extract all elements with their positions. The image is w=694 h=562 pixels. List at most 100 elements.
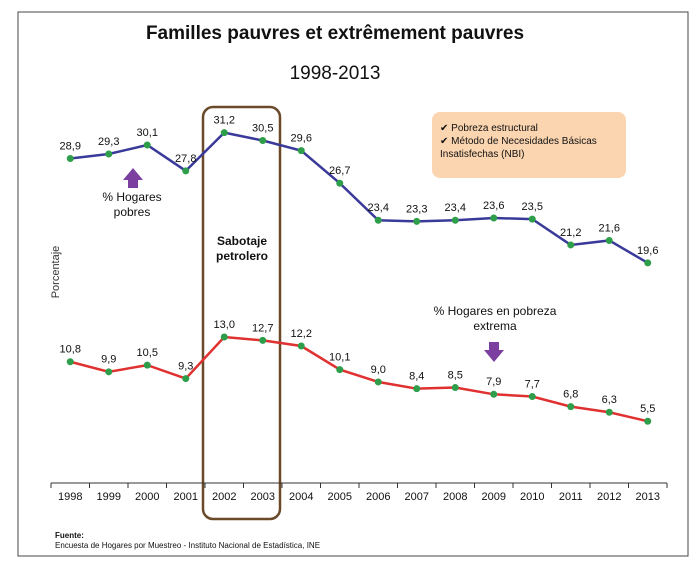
frame — [17, 11, 689, 557]
annotation: Sabotaje petrolero — [215, 234, 268, 263]
marker — [605, 408, 613, 416]
notes-box — [432, 112, 626, 178]
x-tick-label: 2013 — [636, 491, 660, 503]
marker — [66, 358, 74, 366]
data-label: 10,5 — [137, 347, 158, 359]
data-label: 27,8 — [175, 153, 196, 165]
data-label: 23,3 — [406, 203, 427, 215]
source-title: Fuente: — [55, 531, 84, 540]
y-axis-label: Porcentaje — [50, 246, 62, 299]
marker — [528, 393, 536, 401]
series-line — [70, 131, 649, 264]
marker — [143, 361, 151, 369]
marker — [105, 368, 113, 376]
x-tick-label: 2010 — [520, 491, 544, 503]
data-label: 9,9 — [101, 354, 116, 366]
data-label: 9,3 — [178, 360, 193, 372]
data-label: 30,1 — [137, 127, 158, 139]
x-tick-label: 2004 — [289, 491, 313, 503]
marker — [490, 214, 498, 222]
data-label: 10,1 — [329, 351, 350, 363]
data-label: 21,6 — [599, 222, 620, 234]
data-label: 5,5 — [640, 403, 655, 415]
data-label: 8,4 — [409, 371, 424, 383]
marker — [297, 342, 305, 350]
data-label: 30,5 — [252, 122, 273, 134]
marker — [413, 217, 421, 225]
data-label: 29,3 — [98, 136, 119, 148]
chart-subtitle: 1998-2013 — [290, 63, 381, 84]
x-tick-label: 2007 — [405, 491, 429, 503]
note-text: Método de Necesidades Básicas Insatisfec… — [440, 136, 597, 160]
data-label: 7,7 — [525, 378, 540, 390]
notes: ✔ Pobreza estructural ✔ Método de Necesi… — [440, 122, 620, 161]
marker — [413, 385, 421, 393]
data-label: 6,3 — [602, 394, 617, 406]
note: ✔ Pobreza estructural — [440, 123, 538, 134]
marker — [605, 236, 613, 244]
marker — [336, 366, 344, 374]
marker — [297, 147, 305, 155]
marker — [182, 375, 190, 383]
x-tick-label: 2003 — [251, 491, 275, 503]
marker — [644, 259, 652, 267]
marker — [259, 336, 267, 344]
x-tick-label: 2005 — [328, 491, 352, 503]
data-label: 12,2 — [291, 328, 312, 340]
data-label: 28,9 — [60, 140, 81, 152]
marker — [220, 333, 228, 341]
data-label: 23,5 — [522, 201, 543, 213]
data-label: 8,5 — [448, 369, 463, 381]
x-tick-label: 2002 — [212, 491, 236, 503]
highlight-box — [201, 105, 282, 521]
data-label: 23,4 — [445, 202, 466, 214]
data-label: 29,6 — [291, 133, 312, 145]
x-tick-label: 1999 — [97, 491, 121, 503]
marker — [528, 215, 536, 223]
marker — [336, 179, 344, 187]
marker — [451, 216, 459, 224]
marker — [644, 417, 652, 425]
series-label: % Hogares pobres — [102, 190, 162, 219]
data-label: 23,4 — [368, 202, 389, 214]
marker — [567, 403, 575, 411]
marker — [143, 141, 151, 149]
marker — [374, 378, 382, 386]
x-tick-label: 2006 — [366, 491, 390, 503]
data-label: 9,0 — [371, 364, 386, 376]
x-tick-label: 2000 — [135, 491, 159, 503]
marker — [490, 390, 498, 398]
x-tick-label: 2011 — [559, 491, 583, 503]
marker — [182, 167, 190, 175]
marker — [259, 137, 267, 145]
x-tick-label: 2008 — [443, 491, 467, 503]
marker — [374, 216, 382, 224]
data-label: 6,8 — [563, 389, 578, 401]
marker — [105, 150, 113, 158]
x-tick-label: 2009 — [482, 491, 506, 503]
chart-title: Familles pauvres et extrêmement pauvres — [146, 23, 524, 44]
arrow-down — [484, 342, 504, 362]
data-label: 19,6 — [637, 245, 658, 257]
x-tick-label: 1998 — [58, 491, 82, 503]
series-line — [69, 335, 649, 423]
data-label: 26,7 — [329, 165, 350, 177]
data-label: 7,9 — [486, 376, 501, 388]
marker — [567, 241, 575, 249]
marker — [66, 154, 74, 162]
note: ✔ Método de Necesidades Básicas Insatisf… — [440, 136, 597, 160]
series-label: % Hogares en pobreza extrema — [433, 304, 557, 333]
marker — [220, 129, 228, 137]
data-label: 12,7 — [252, 322, 273, 334]
marker — [451, 384, 459, 392]
x-tick-label: 2012 — [597, 491, 621, 503]
data-label: 31,2 — [214, 115, 235, 127]
data-label: 13,0 — [214, 319, 235, 331]
arrow-up — [123, 168, 143, 188]
data-label: 21,2 — [560, 227, 581, 239]
data-label: 10,8 — [60, 344, 81, 356]
source: Encuesta de Hogares por Muestreo - Insti… — [55, 541, 320, 550]
data-label: 23,6 — [483, 200, 504, 212]
